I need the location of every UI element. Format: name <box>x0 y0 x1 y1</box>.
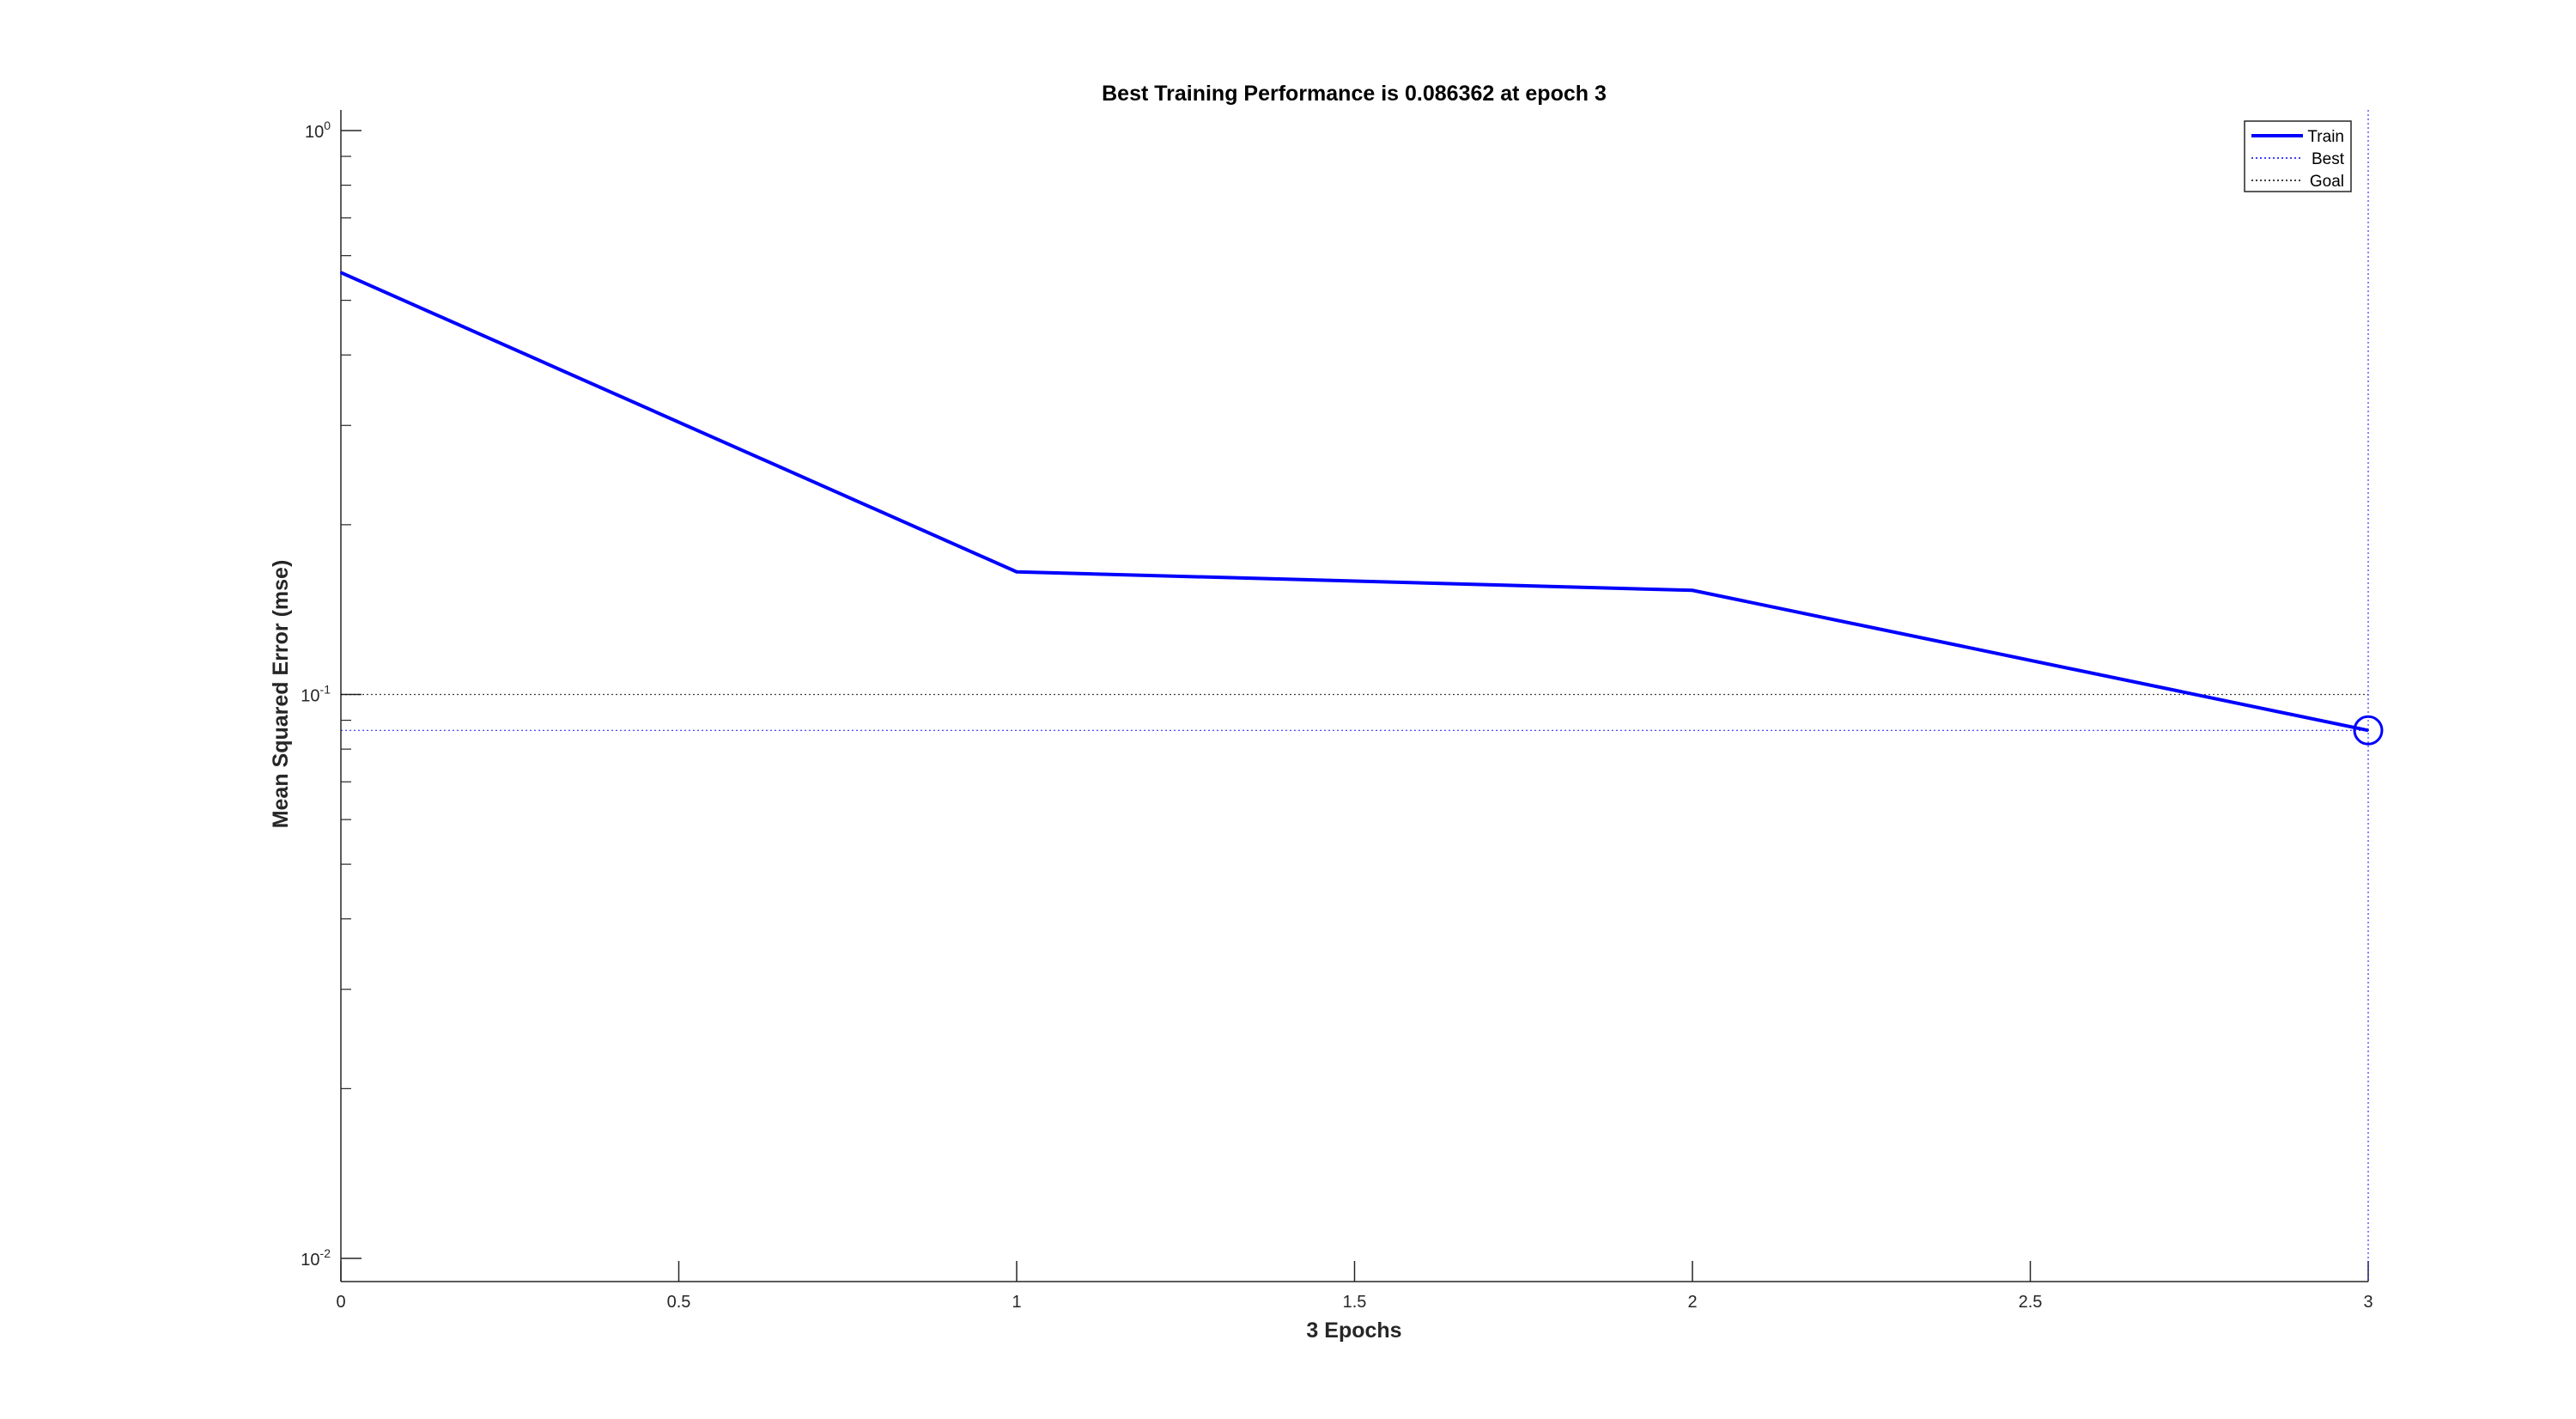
legend: Train Best Goal <box>2244 120 2352 192</box>
x-axis-label: 3 Epochs <box>1306 1319 1401 1343</box>
x-tick-label: 0.5 <box>667 1293 691 1312</box>
x-tick-label: 0 <box>336 1293 345 1312</box>
plot-area: 0 0.5 1 1.5 2 2.5 3 100 10-1 10-2 <box>301 110 2384 1312</box>
train-point <box>1016 570 1018 573</box>
x-tick-label: 2 <box>1687 1293 1697 1312</box>
y-tick-label: 10-1 <box>301 683 331 706</box>
y-axis-label: Mean Squared Error (mse) <box>269 560 293 829</box>
x-tick-label: 2.5 <box>2019 1293 2043 1312</box>
x-tick-label: 1.5 <box>1343 1293 1367 1312</box>
x-tick-label: 1 <box>1012 1293 1021 1312</box>
legend-label-goal: Goal <box>2310 173 2344 191</box>
chart-title: Best Training Performance is 0.086362 at… <box>1102 82 1607 106</box>
best-marker <box>2353 715 2384 746</box>
y-tick-label: 100 <box>305 119 331 142</box>
train-point <box>2367 729 2369 732</box>
train-point <box>340 271 342 274</box>
x-tick-label: 3 <box>2363 1293 2372 1312</box>
y-tick-label: 10-2 <box>301 1246 331 1270</box>
train-point <box>1692 589 1693 592</box>
legend-label-best: Best <box>2312 150 2345 168</box>
train-line <box>340 271 2369 733</box>
legend-box <box>2244 120 2352 192</box>
legend-label-train: Train <box>2307 128 2344 146</box>
